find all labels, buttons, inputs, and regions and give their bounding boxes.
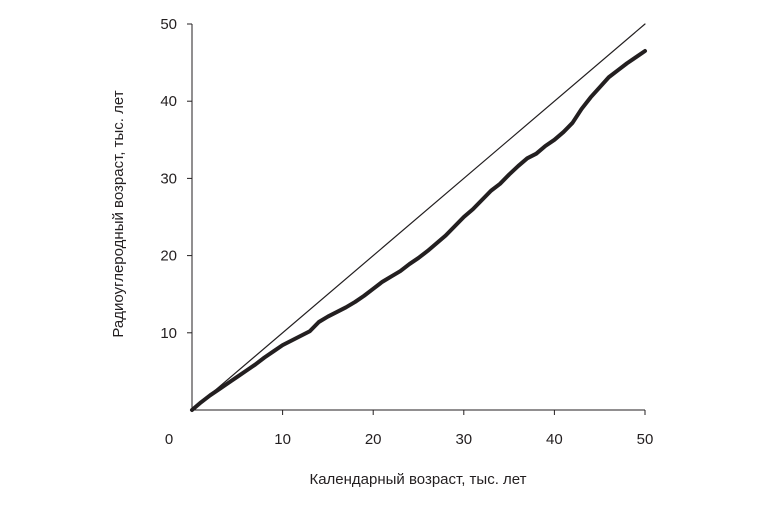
y-axis-label: Радиоуглеродный возраст, тыс. лет	[110, 90, 127, 337]
series	[190, 23, 647, 412]
radiocarbon-curve-line	[190, 49, 647, 412]
y-tick-label: 40	[160, 93, 177, 110]
ticks: 0 10 20 30 40 50 10 20 30 40 50	[160, 16, 653, 448]
y-tick-label: 20	[160, 248, 177, 265]
x-axis-label: Календарный возраст, тыс. лет	[309, 471, 526, 488]
y-tick-label: 10	[160, 325, 177, 342]
x-tick-label: 0	[165, 431, 173, 448]
x-tick-label: 30	[455, 431, 472, 448]
reference-line	[191, 23, 646, 411]
x-tick-label: 20	[365, 431, 382, 448]
x-tick-label: 50	[637, 431, 654, 448]
x-tick-label: 40	[546, 431, 563, 448]
x-tick-label: 10	[274, 431, 291, 448]
axes	[191, 24, 645, 411]
y-tick-label: 50	[160, 16, 177, 33]
y-tick-label: 30	[160, 170, 177, 187]
